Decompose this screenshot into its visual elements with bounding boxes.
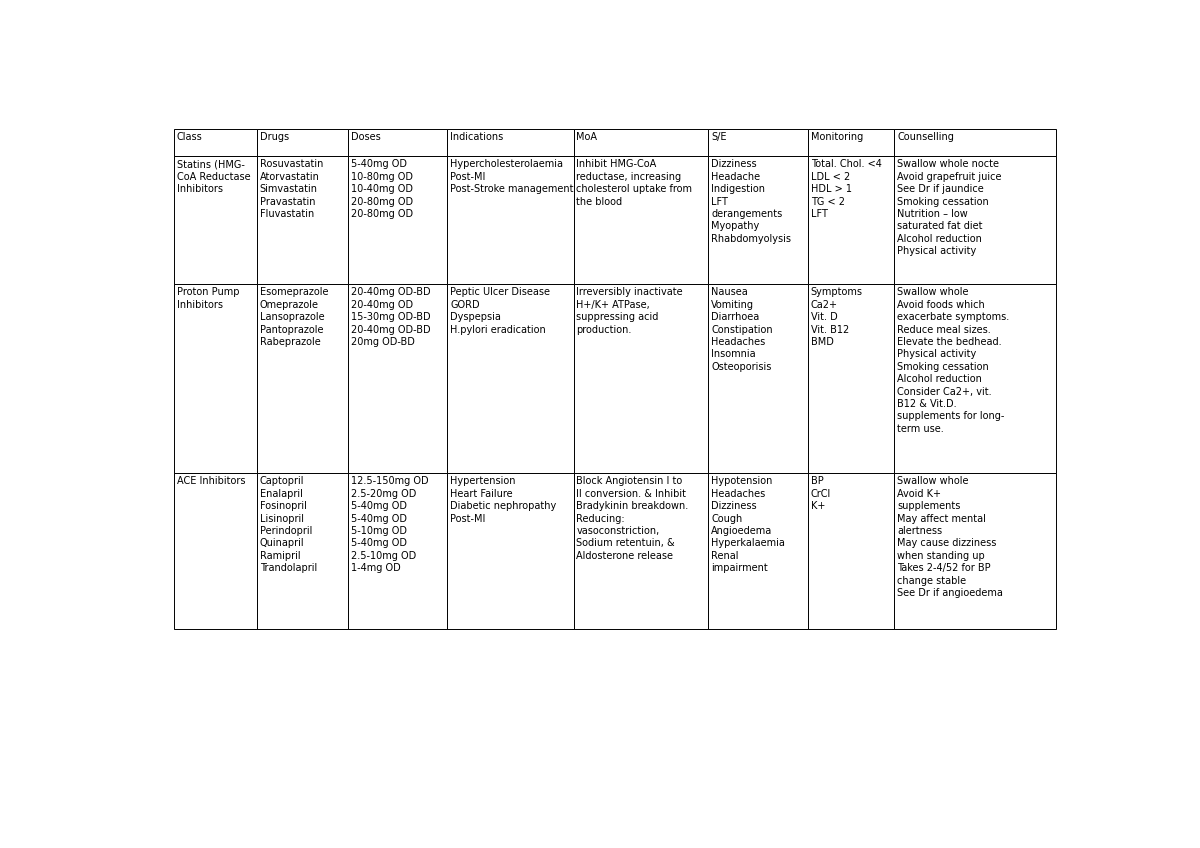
Text: Swallow whole nocte
Avoid grapefruit juice
See Dr if jaundice
Smoking cessation
: Swallow whole nocte Avoid grapefruit jui… [898, 159, 1002, 256]
Text: Indications: Indications [450, 132, 504, 142]
Bar [257, 473, 348, 629]
Bar [174, 129, 257, 156]
Bar [708, 129, 808, 156]
Bar [894, 284, 1056, 473]
Text: Peptic Ulcer Disease
GORD
Dyspepsia
H.pylori eradication: Peptic Ulcer Disease GORD Dyspepsia H.py… [450, 287, 551, 335]
Bar [348, 129, 448, 156]
Bar [174, 156, 257, 284]
Bar [448, 284, 574, 473]
Text: Monitoring: Monitoring [811, 132, 863, 142]
Text: Doses: Doses [350, 132, 380, 142]
Text: Hypercholesterolaemia
Post-MI
Post-Stroke management: Hypercholesterolaemia Post-MI Post-Strok… [450, 159, 574, 194]
Bar [808, 129, 894, 156]
Bar [574, 284, 708, 473]
Text: 5-40mg OD
10-80mg OD
10-40mg OD
20-80mg OD
20-80mg OD: 5-40mg OD 10-80mg OD 10-40mg OD 20-80mg … [350, 159, 413, 219]
Bar [708, 473, 808, 629]
Bar [708, 284, 808, 473]
Bar [174, 473, 257, 629]
Text: 12.5-150mg OD
2.5-20mg OD
5-40mg OD
5-40mg OD
5-10mg OD
5-40mg OD
2.5-10mg OD
1-: 12.5-150mg OD 2.5-20mg OD 5-40mg OD 5-40… [350, 477, 428, 573]
Bar [257, 129, 348, 156]
Text: MoA: MoA [576, 132, 598, 142]
Text: Drugs: Drugs [260, 132, 289, 142]
Bar [257, 156, 348, 284]
Bar [448, 156, 574, 284]
Bar [708, 156, 808, 284]
Text: Nausea
Vomiting
Diarrhoea
Constipation
Headaches
Insomnia
Osteoporisis: Nausea Vomiting Diarrhoea Constipation H… [712, 287, 773, 371]
Text: Dizziness
Headache
Indigestion
LFT
derangements
Myopathy
Rhabdomyolysis: Dizziness Headache Indigestion LFT deran… [712, 159, 791, 244]
Text: Swallow whole
Avoid foods which
exacerbate symptoms.
Reduce meal sizes.
Elevate : Swallow whole Avoid foods which exacerba… [898, 287, 1009, 434]
Text: 20-40mg OD-BD
20-40mg OD
15-30mg OD-BD
20-40mg OD-BD
20mg OD-BD: 20-40mg OD-BD 20-40mg OD 15-30mg OD-BD 2… [350, 287, 431, 347]
Bar [174, 284, 257, 473]
Text: Esomeprazole
Omeprazole
Lansoprazole
Pantoprazole
Rabeprazole: Esomeprazole Omeprazole Lansoprazole Pan… [260, 287, 329, 347]
Text: Total. Chol. <4
LDL < 2
HDL > 1
TG < 2
LFT: Total. Chol. <4 LDL < 2 HDL > 1 TG < 2 L… [811, 159, 882, 219]
Text: Hypotension
Headaches
Dizziness
Cough
Angioedema
Hyperkalaemia
Renal
impairment: Hypotension Headaches Dizziness Cough An… [712, 477, 785, 573]
Text: Counselling: Counselling [898, 132, 954, 142]
Bar [348, 284, 448, 473]
Text: Statins (HMG-
CoA Reductase
Inhibitors: Statins (HMG- CoA Reductase Inhibitors [176, 159, 251, 194]
Text: Hypertension
Heart Failure
Diabetic nephropathy
Post-MI: Hypertension Heart Failure Diabetic neph… [450, 477, 557, 524]
Text: BP
CrCl
K+: BP CrCl K+ [811, 477, 832, 511]
Bar [348, 473, 448, 629]
Bar [574, 473, 708, 629]
Bar [348, 156, 448, 284]
Text: Class: Class [176, 132, 203, 142]
Text: S/E: S/E [712, 132, 727, 142]
Text: Irreversibly inactivate
H+/K+ ATPase,
suppressing acid
production.: Irreversibly inactivate H+/K+ ATPase, su… [576, 287, 683, 335]
Bar [894, 473, 1056, 629]
Bar [894, 156, 1056, 284]
Text: Rosuvastatin
Atorvastatin
Simvastatin
Pravastatin
Fluvastatin: Rosuvastatin Atorvastatin Simvastatin Pr… [260, 159, 323, 219]
Text: Symptoms
Ca2+
Vit. D
Vit. B12
BMD: Symptoms Ca2+ Vit. D Vit. B12 BMD [811, 287, 863, 347]
Text: Proton Pump
Inhibitors: Proton Pump Inhibitors [176, 287, 240, 310]
Bar [574, 129, 708, 156]
Text: Block Angiotensin I to
II conversion. & Inhibit
Bradykinin breakdown.
Reducing:
: Block Angiotensin I to II conversion. & … [576, 477, 689, 561]
Text: Inhibit HMG-CoA
reductase, increasing
cholesterol uptake from
the blood: Inhibit HMG-CoA reductase, increasing ch… [576, 159, 692, 207]
Bar [448, 129, 574, 156]
Bar [257, 284, 348, 473]
Bar [894, 129, 1056, 156]
Text: Captopril
Enalapril
Fosinopril
Lisinopril
Perindopril
Quinapril
Ramipril
Trandol: Captopril Enalapril Fosinopril Lisinopri… [260, 477, 317, 573]
Bar [808, 473, 894, 629]
Bar [448, 473, 574, 629]
Bar [808, 284, 894, 473]
Text: ACE Inhibitors: ACE Inhibitors [176, 477, 246, 487]
Bar [574, 156, 708, 284]
Bar [808, 156, 894, 284]
Text: Swallow whole
Avoid K+
supplements
May affect mental
alertness
May cause dizzine: Swallow whole Avoid K+ supplements May a… [898, 477, 1003, 598]
